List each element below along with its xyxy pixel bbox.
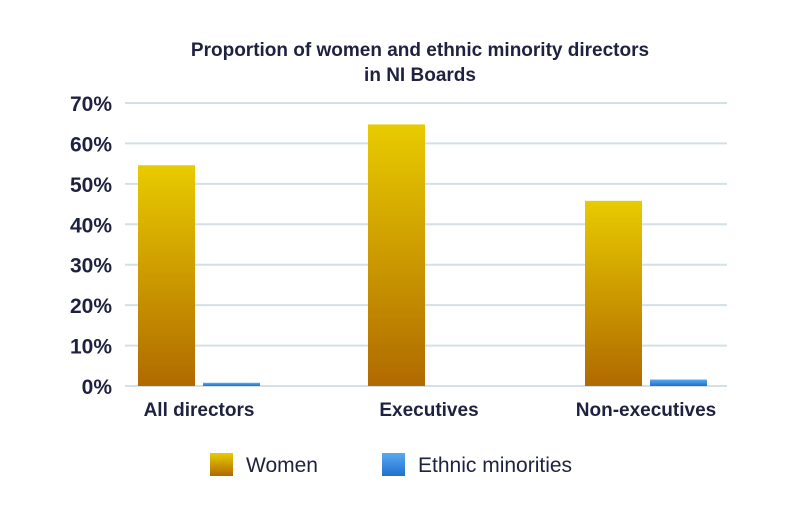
legend-label: Ethnic minorities [418,454,572,477]
bar-women [138,165,195,386]
chart-title-line-1: Proportion of women and ethnic minority … [191,40,649,61]
y-tick-label: 20% [70,295,112,318]
y-tick-label: 10% [70,336,112,359]
legend-swatch [210,453,233,476]
y-tick-label: 40% [70,214,112,237]
y-tick-label: 70% [70,93,112,116]
y-tick-label: 30% [70,255,112,278]
y-tick-label: 60% [70,133,112,156]
chart-title-line-2: in NI Boards [364,65,476,86]
bar-women [585,200,642,386]
x-tick-label: All directors [144,400,255,421]
legend-swatch [382,453,405,476]
y-tick-label: 0% [82,376,113,399]
x-tick-label: Executives [379,400,478,421]
bar-women [368,124,425,387]
bar-ethnic-minorities [650,379,707,386]
y-tick-label: 50% [70,174,112,197]
bar-ethnic-minorities [203,382,260,386]
legend-label: Women [246,454,318,477]
x-tick-label: Non-executives [576,400,716,421]
